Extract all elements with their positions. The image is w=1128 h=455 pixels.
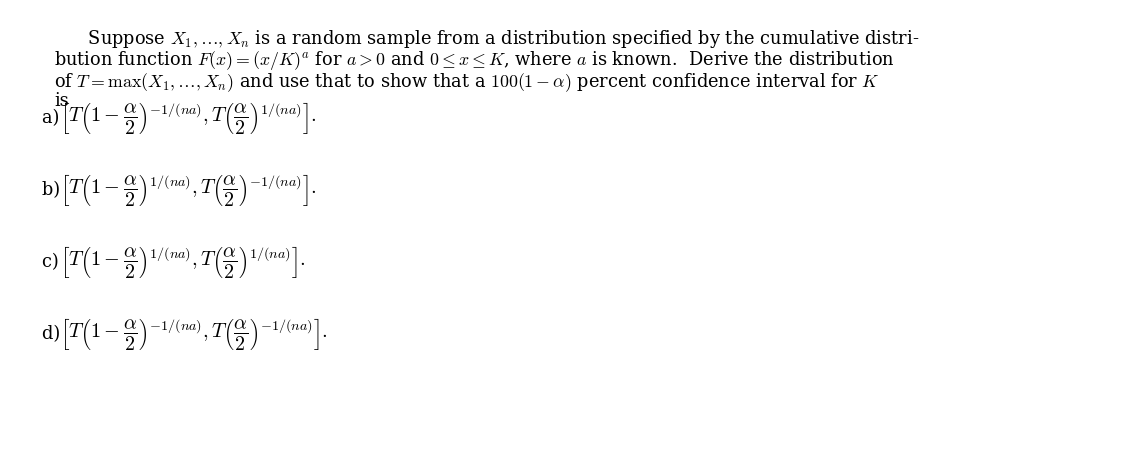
Text: a): a)	[42, 109, 65, 127]
Text: Suppose $X_1,\ldots,X_n$ is a random sample from a distribution specified by the: Suppose $X_1,\ldots,X_n$ is a random sam…	[54, 28, 919, 50]
Text: bution function $F(x) = (x/K)^a$ for $a > 0$ and $0 \leq x \leq K$, where $a$ is: bution function $F(x) = (x/K)^a$ for $a …	[54, 50, 895, 72]
Text: $\left[T\left(1-\dfrac{\alpha}{2}\right)^{1/(na)},T\left(\dfrac{\alpha}{2}\right: $\left[T\left(1-\dfrac{\alpha}{2}\right)…	[60, 243, 306, 279]
Text: $\left[T\left(1-\dfrac{\alpha}{2}\right)^{-1/(na)},T\left(\dfrac{\alpha}{2}\righ: $\left[T\left(1-\dfrac{\alpha}{2}\right)…	[60, 315, 327, 351]
Text: c): c)	[42, 253, 64, 270]
Text: $\left[T\left(1-\dfrac{\alpha}{2}\right)^{-1/(na)},T\left(\dfrac{\alpha}{2}\righ: $\left[T\left(1-\dfrac{\alpha}{2}\right)…	[60, 100, 317, 136]
Text: d): d)	[42, 324, 65, 342]
Text: $\left[T\left(1-\dfrac{\alpha}{2}\right)^{1/(na)},T\left(\dfrac{\alpha}{2}\right: $\left[T\left(1-\dfrac{\alpha}{2}\right)…	[60, 172, 317, 207]
Text: is: is	[54, 92, 69, 110]
Text: b): b)	[42, 181, 65, 198]
Text: of $T = \max(X_1,\ldots,X_n)$ and use that to show that a $100(1-\alpha)$ percen: of $T = \max(X_1,\ldots,X_n)$ and use th…	[54, 71, 880, 94]
